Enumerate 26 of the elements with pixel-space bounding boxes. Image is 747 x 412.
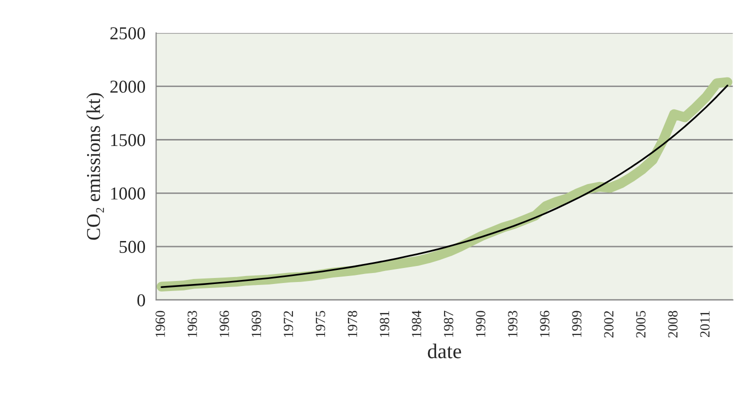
x-tick-label: 2008: [668, 310, 678, 338]
x-tick-label: 2005: [636, 310, 646, 338]
y-tick-label: 2500: [110, 27, 146, 40]
x-tick-label: 2002: [604, 311, 614, 338]
x-tick-label: 1993: [508, 310, 518, 337]
x-tick-label: 1975: [316, 310, 326, 337]
x-tick-label: 1981: [380, 311, 390, 337]
x-tick-label: 1963: [188, 310, 197, 337]
x-tick-label: 1969: [252, 310, 262, 337]
x-tick-label: 2011: [700, 311, 710, 337]
x-tick-label: 1987: [444, 310, 454, 337]
x-tick-label: 1960: [156, 310, 165, 337]
y-tick-label: 1000: [111, 187, 146, 200]
x-tick-label: 1996: [540, 310, 550, 337]
y-tick-label: 2000: [110, 80, 146, 93]
x-tick-label: 1990: [476, 310, 486, 337]
y-axis-title: CO₂ emissions (kt): [86, 93, 104, 240]
y-tick-label: 1500: [111, 134, 146, 146]
x-tick-label: 1966: [220, 310, 230, 337]
x-tick-label: 1978: [348, 310, 358, 337]
x-tick-label: 1984: [412, 310, 422, 337]
x-tick-label: 1999: [572, 310, 582, 337]
x-axis-title: date: [428, 344, 462, 358]
y-tick-label: 0: [137, 294, 146, 306]
x-tick-label: 1972: [284, 311, 294, 337]
y-tick-label: 500: [120, 240, 146, 253]
